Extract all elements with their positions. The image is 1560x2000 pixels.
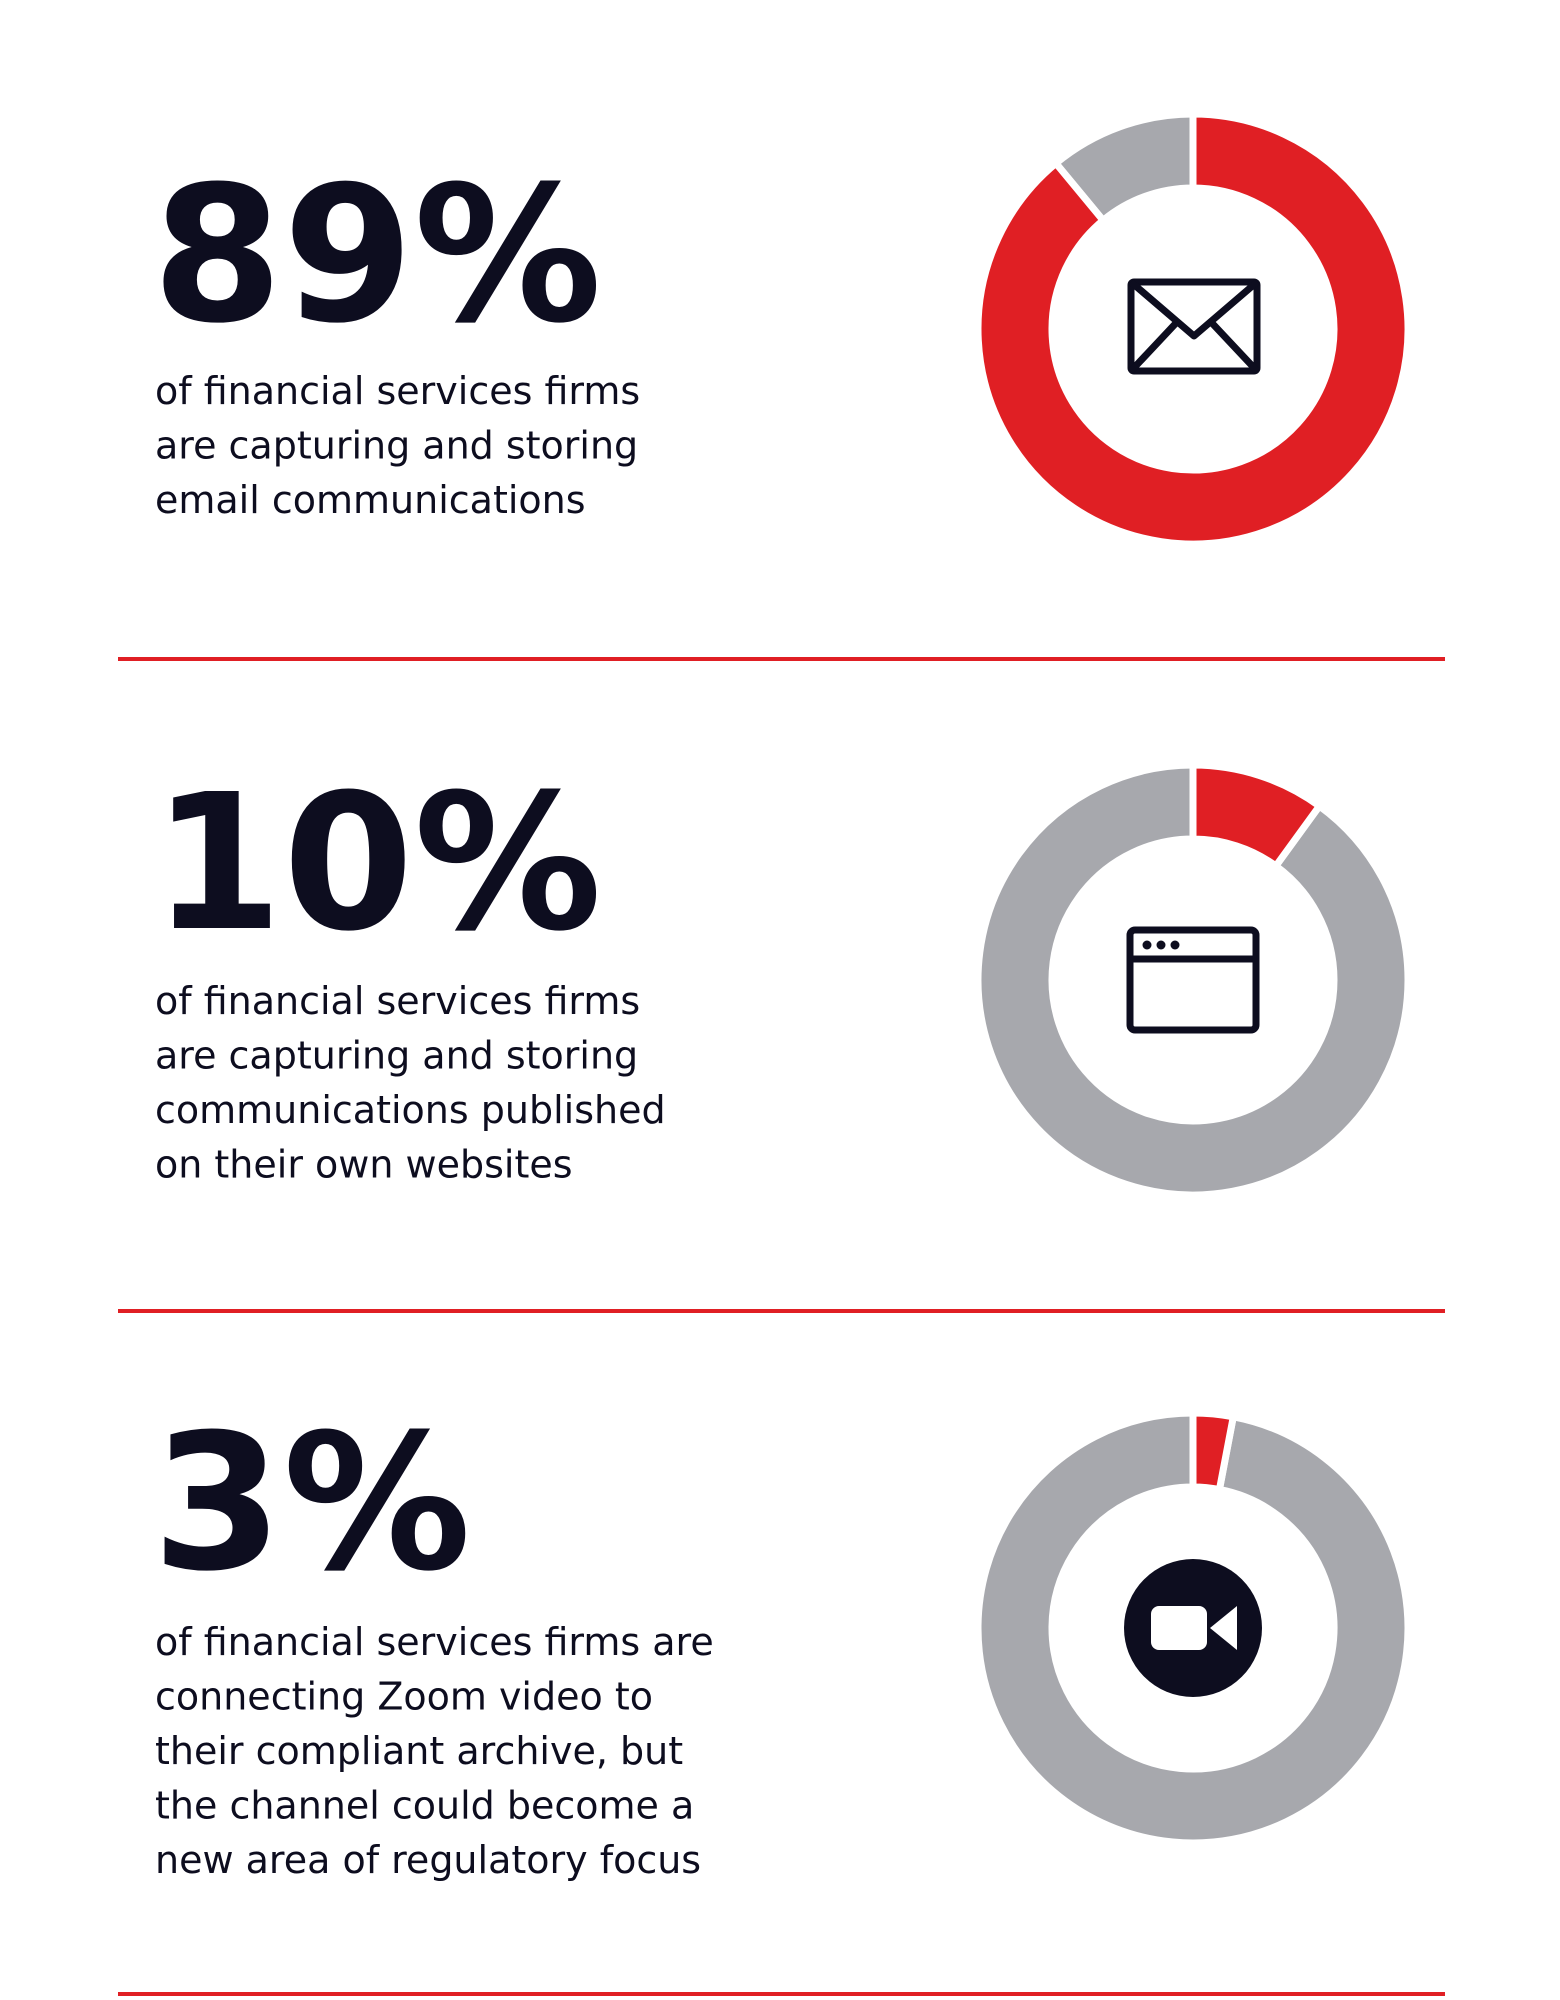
description-line: connecting Zoom video to	[155, 1675, 653, 1719]
description-line: of financial services firms	[155, 369, 640, 413]
description-line: communications published	[155, 1088, 666, 1132]
video-icon	[1124, 1559, 1262, 1697]
description-line: their compliant archive, but	[155, 1729, 683, 1773]
donut-segment	[974, 1409, 1412, 1847]
email-icon	[1127, 278, 1261, 375]
browser-icon	[1126, 926, 1260, 1034]
donut-segment	[974, 761, 1412, 1199]
description-line: are capturing and storing	[155, 1034, 638, 1078]
description-line: of financial services firms	[155, 979, 640, 1023]
big-percentage: 89%	[152, 146, 602, 365]
description-line: email communications	[155, 478, 586, 522]
description-line: on their own websites	[155, 1143, 573, 1187]
big-percentage: 3%	[152, 1394, 471, 1613]
description-line: new area of regulatory focus	[155, 1838, 701, 1882]
donut-segment	[1189, 1409, 1238, 1494]
description-line: the channel could become a	[155, 1784, 694, 1828]
big-percentage: 10%	[152, 754, 602, 973]
description-line: are capturing and storing	[155, 424, 638, 468]
description-line: of financial services firms are	[155, 1620, 714, 1664]
donut-segment	[974, 110, 1412, 548]
donut-segment	[1189, 761, 1325, 871]
